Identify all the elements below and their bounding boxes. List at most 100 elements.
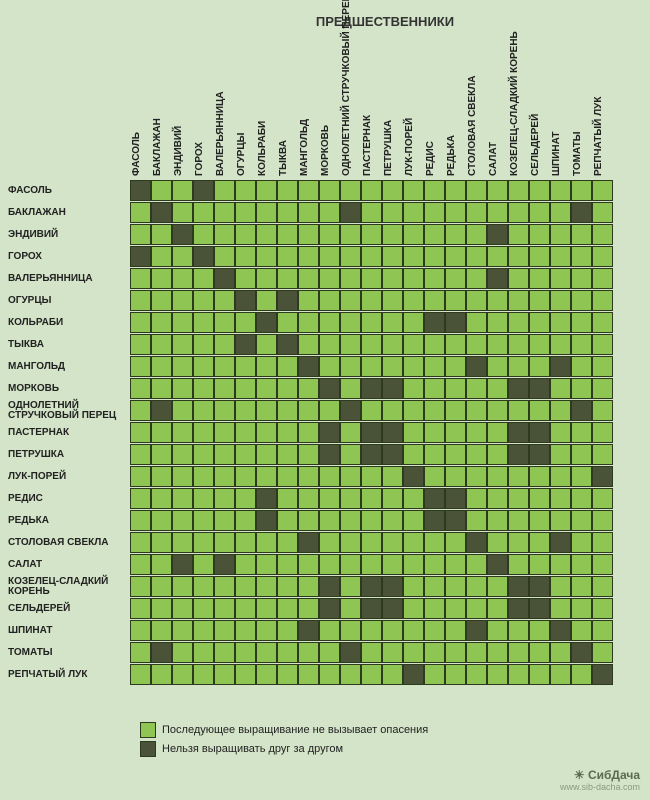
cell [193,466,214,487]
cell [445,444,466,465]
cell [214,180,235,201]
cell [571,510,592,531]
cell [172,488,193,509]
cell [172,268,193,289]
cell [424,246,445,267]
cell [151,642,172,663]
cell [298,334,319,355]
cell [487,664,508,685]
cell [571,180,592,201]
cell [319,466,340,487]
table-row: ШПИНАТ [8,620,613,642]
cell [466,554,487,575]
watermark-logo: ☀ СибДача [560,768,640,782]
cell [424,378,445,399]
row-label: БАКЛАЖАН [8,202,130,224]
cell [529,444,550,465]
cell [130,664,151,685]
cell [193,664,214,685]
cell [424,290,445,311]
cell [319,378,340,399]
cell [382,532,403,553]
cell [298,532,319,553]
cell [403,598,424,619]
cell [130,532,151,553]
cell [382,444,403,465]
cell [466,642,487,663]
cell [592,356,613,377]
cell [130,202,151,223]
cell [403,400,424,421]
cell [256,664,277,685]
legend-label-ok: Последующее выращивание не вызывает опас… [162,724,428,736]
cell [151,246,172,267]
cell [235,598,256,619]
row-label: ТОМАТЫ [8,642,130,664]
cell [277,664,298,685]
cell [277,466,298,487]
cell [487,378,508,399]
cell [445,400,466,421]
cell [214,664,235,685]
cell [487,620,508,641]
cell [508,444,529,465]
cell [487,224,508,245]
cell [382,224,403,245]
column-header: МАНГОЛЬД [299,36,310,176]
cell [298,466,319,487]
cell [487,488,508,509]
cell [235,356,256,377]
cell [550,268,571,289]
cell [445,356,466,377]
cell [130,312,151,333]
cell [592,642,613,663]
row-label: МОРКОВЬ [8,378,130,400]
cell [508,576,529,597]
row-label: ОДНОЛЕТНИЙ СТРУЧКОВЫЙ ПЕРЕЦ [8,400,130,422]
cell [403,510,424,531]
cell [256,466,277,487]
cell [361,356,382,377]
column-header: ОГУРЦЫ [236,36,247,176]
cell [214,356,235,377]
row-label: ФАСОЛЬ [8,180,130,202]
cell [592,180,613,201]
cell [340,378,361,399]
cell [445,422,466,443]
row-label: ПЕТРУШКА [8,444,130,466]
cell [151,444,172,465]
cell [214,444,235,465]
cell [403,554,424,575]
cell [172,664,193,685]
cell [172,356,193,377]
cell [550,246,571,267]
cell [550,334,571,355]
cell [319,268,340,289]
cell [424,488,445,509]
cell [466,510,487,531]
cell [508,356,529,377]
cell [214,422,235,443]
cell [298,422,319,443]
cell [193,422,214,443]
cell [172,510,193,531]
cell [340,290,361,311]
cell [403,488,424,509]
cell [403,312,424,333]
cell [151,334,172,355]
cell [214,202,235,223]
cell [361,400,382,421]
table-row: ФАСОЛЬ [8,180,613,202]
column-header: ШПИНАТ [551,36,562,176]
cell [277,246,298,267]
cell [235,488,256,509]
cell [508,598,529,619]
cell [361,620,382,641]
column-headers: ФАСОЛЬБАКЛАЖАНЭНДИВИЙГОРОХВАЛЕРЬЯННИЦАОГ… [128,40,613,180]
cell [445,488,466,509]
cell [214,510,235,531]
cell [529,268,550,289]
cell [193,510,214,531]
cell [214,290,235,311]
cell [277,642,298,663]
